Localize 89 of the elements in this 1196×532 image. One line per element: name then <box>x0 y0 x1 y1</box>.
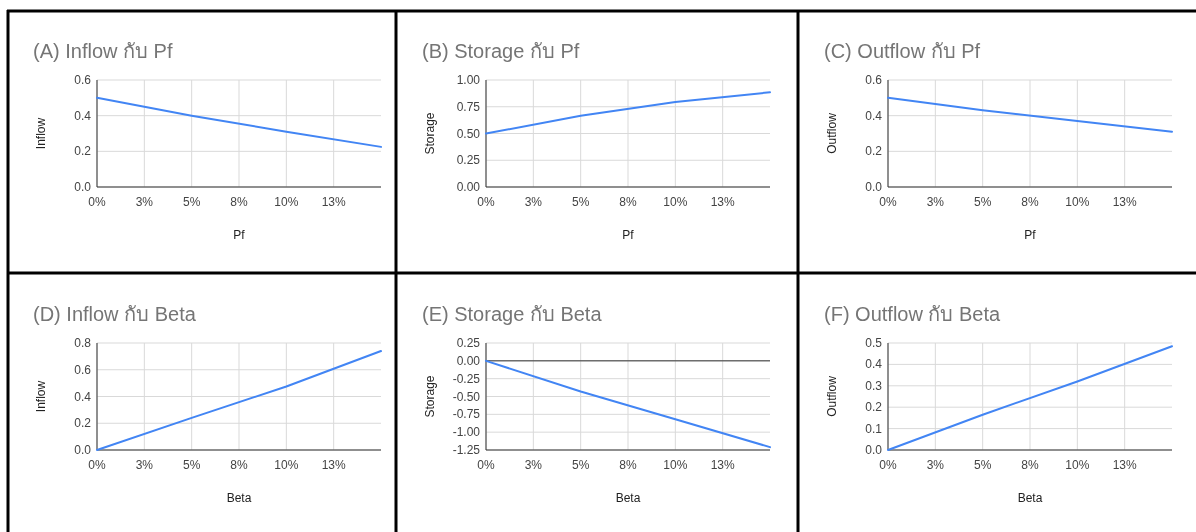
x-tick-label: 0% <box>88 195 106 209</box>
y-tick-label: 0.4 <box>865 108 883 123</box>
x-tick-label: 13% <box>321 458 346 472</box>
y-axis-title: Storage <box>423 375 437 418</box>
y-tick-label: 0.4 <box>74 108 92 123</box>
y-tick-label: 0.2 <box>865 144 883 159</box>
x-tick-label: 10% <box>1065 458 1090 472</box>
line-series <box>887 96 1173 133</box>
y-tick-label: -0.75 <box>452 407 481 422</box>
y-tick-label: 0.50 <box>456 126 481 141</box>
x-tick-label: 5% <box>571 458 590 472</box>
x-tick-label: 3% <box>926 195 945 209</box>
x-tick-label: 0% <box>879 195 897 209</box>
y-tick-label: 0.5 <box>865 336 883 350</box>
x-tick-label: 3% <box>524 458 543 472</box>
x-tick-label: 5% <box>182 458 201 472</box>
y-axis-title: Inflow <box>34 117 48 150</box>
y-tick-label: 0.6 <box>865 73 883 87</box>
x-axis-title: Beta <box>226 491 252 505</box>
x-tick-label: 5% <box>182 195 201 209</box>
x-tick-label: 0% <box>477 458 495 472</box>
x-tick-label: 0% <box>477 195 495 209</box>
y-tick-label: 0.1 <box>865 421 883 436</box>
y-tick-label: 0.0 <box>865 443 883 457</box>
x-tick-label: 13% <box>710 195 735 209</box>
y-tick-label: 0.75 <box>456 99 481 114</box>
y-tick-label: 0.4 <box>74 389 92 404</box>
y-tick-label: -0.50 <box>452 389 481 404</box>
y-tick-label: 0.8 <box>74 336 92 350</box>
x-axis-title: Pf <box>622 228 635 242</box>
chart-title: (B) Storage กับ Pf <box>422 40 580 62</box>
x-tick-label: 8% <box>1021 195 1039 209</box>
y-tick-label: -1.25 <box>452 443 481 457</box>
line-series <box>485 91 771 135</box>
x-axis-title: Pf <box>233 228 246 242</box>
y-tick-label: 0.0 <box>865 180 883 194</box>
line-series <box>96 96 382 148</box>
x-tick-label: 10% <box>274 195 299 209</box>
y-axis-title: Outflow <box>825 375 839 417</box>
x-tick-label: 3% <box>524 195 543 209</box>
y-tick-label: -0.25 <box>452 371 481 386</box>
y-tick-label: 0.6 <box>74 362 92 377</box>
y-tick-label: 0.2 <box>74 144 92 159</box>
x-tick-label: 5% <box>973 195 992 209</box>
chart-title: (D) Inflow กับ Beta <box>33 303 197 325</box>
chart-title: (A) Inflow กับ Pf <box>33 40 173 62</box>
y-axis-title: Storage <box>423 112 437 155</box>
x-tick-label: 13% <box>710 458 735 472</box>
y-tick-label: 0.25 <box>456 153 481 168</box>
y-tick-label: -1.00 <box>452 425 481 440</box>
y-tick-label: 0.0 <box>74 443 92 457</box>
y-tick-label: 0.0 <box>74 180 92 194</box>
y-tick-label: 0.00 <box>456 180 481 194</box>
x-tick-label: 10% <box>663 458 688 472</box>
y-tick-label: 0.6 <box>74 73 92 87</box>
y-tick-label: 0.00 <box>456 353 481 368</box>
chart-title: (F) Outflow กับ Beta <box>824 303 1002 325</box>
x-tick-label: 5% <box>973 458 992 472</box>
x-axis-title: Pf <box>1024 228 1037 242</box>
x-tick-label: 8% <box>1021 458 1039 472</box>
x-tick-label: 0% <box>88 458 106 472</box>
y-tick-label: 1.00 <box>456 73 481 87</box>
y-axis-title: Inflow <box>34 380 48 413</box>
x-tick-label: 13% <box>1112 458 1137 472</box>
x-tick-label: 3% <box>135 195 154 209</box>
y-tick-label: 0.2 <box>865 400 883 415</box>
x-tick-label: 3% <box>135 458 154 472</box>
x-tick-label: 13% <box>1112 195 1137 209</box>
x-tick-label: 10% <box>1065 195 1090 209</box>
y-tick-label: 0.25 <box>456 336 481 350</box>
x-axis-title: Beta <box>1017 491 1043 505</box>
x-axis-title: Beta <box>615 491 641 505</box>
x-tick-label: 13% <box>321 195 346 209</box>
x-tick-label: 10% <box>274 458 299 472</box>
line-series <box>887 345 1173 451</box>
x-tick-label: 8% <box>230 458 248 472</box>
x-tick-label: 10% <box>663 195 688 209</box>
x-tick-label: 3% <box>926 458 945 472</box>
chart-title: (C) Outflow กับ Pf <box>824 40 981 62</box>
y-tick-label: 0.2 <box>74 416 92 431</box>
x-tick-label: 5% <box>571 195 590 209</box>
chart-title: (E) Storage กับ Beta <box>422 303 603 325</box>
x-tick-label: 8% <box>619 458 637 472</box>
x-tick-label: 0% <box>879 458 897 472</box>
y-tick-label: 0.3 <box>865 378 883 393</box>
x-tick-label: 8% <box>230 195 248 209</box>
y-axis-title: Outflow <box>825 112 839 154</box>
y-tick-label: 0.4 <box>865 357 883 372</box>
x-tick-label: 8% <box>619 195 637 209</box>
